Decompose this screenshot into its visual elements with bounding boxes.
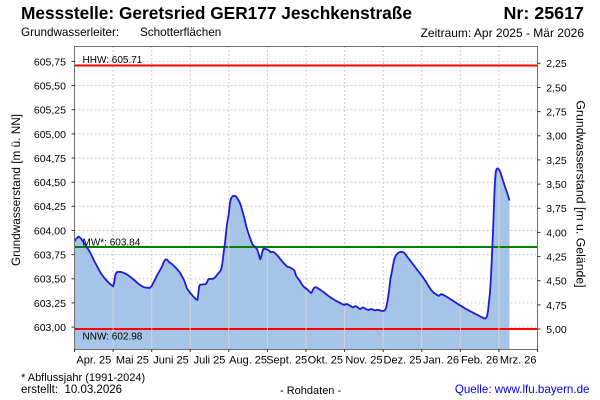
svg-text:605,50: 605,50 (34, 81, 66, 93)
svg-text:605,00: 605,00 (34, 129, 66, 141)
svg-text:3,00: 3,00 (546, 131, 567, 143)
svg-text:603,00: 603,00 (34, 322, 66, 334)
svg-text:MW*: 603.84: MW*: 603.84 (83, 237, 141, 248)
svg-text:2,50: 2,50 (546, 82, 567, 94)
svg-text:Nov. 25: Nov. 25 (345, 355, 382, 367)
svg-text:Mrz. 26: Mrz. 26 (500, 355, 537, 367)
svg-text:Mai 25: Mai 25 (116, 355, 149, 367)
svg-text:2,75: 2,75 (546, 107, 567, 119)
svg-text:Feb. 26: Feb. 26 (461, 355, 498, 367)
svg-text:Okt. 25: Okt. 25 (308, 355, 343, 367)
svg-text:Dez. 25: Dez. 25 (384, 355, 422, 367)
svg-text:Sept. 25: Sept. 25 (266, 355, 307, 367)
svg-text:Juni 25: Juni 25 (153, 355, 188, 367)
svg-text:4,25: 4,25 (546, 252, 567, 264)
svg-text:604,75: 604,75 (34, 153, 66, 165)
svg-text:603,75: 603,75 (34, 250, 66, 262)
svg-text:605,25: 605,25 (34, 105, 66, 117)
svg-text:5,00: 5,00 (546, 324, 567, 336)
svg-text:3,25: 3,25 (546, 155, 567, 167)
svg-text:4,75: 4,75 (546, 300, 567, 312)
svg-text:604,00: 604,00 (34, 225, 66, 237)
svg-text:Juli 25: Juli 25 (194, 355, 226, 367)
svg-text:604,50: 604,50 (34, 177, 66, 189)
svg-text:603,50: 603,50 (34, 274, 66, 286)
svg-text:603,25: 603,25 (34, 298, 66, 310)
svg-text:Grundwasserstand [m ü. NN]: Grundwasserstand [m ü. NN] (9, 114, 23, 266)
svg-text:3,75: 3,75 (546, 203, 567, 215)
svg-text:NNW: 602.98: NNW: 602.98 (83, 332, 143, 343)
svg-text:605,75: 605,75 (34, 56, 66, 68)
svg-text:Grundwasserstand [m u. Gelände: Grundwasserstand [m u. Gelände] (574, 100, 588, 287)
svg-text:604,25: 604,25 (34, 201, 66, 213)
svg-text:2,25: 2,25 (546, 58, 567, 70)
svg-text:4,50: 4,50 (546, 276, 567, 288)
svg-text:Apr. 25: Apr. 25 (76, 355, 111, 367)
svg-text:Jan. 26: Jan. 26 (423, 355, 459, 367)
svg-text:HHW: 605.71: HHW: 605.71 (83, 55, 143, 66)
svg-text:4,00: 4,00 (546, 227, 567, 239)
svg-text:3,50: 3,50 (546, 179, 567, 191)
svg-text:Aug. 25: Aug. 25 (229, 355, 267, 367)
